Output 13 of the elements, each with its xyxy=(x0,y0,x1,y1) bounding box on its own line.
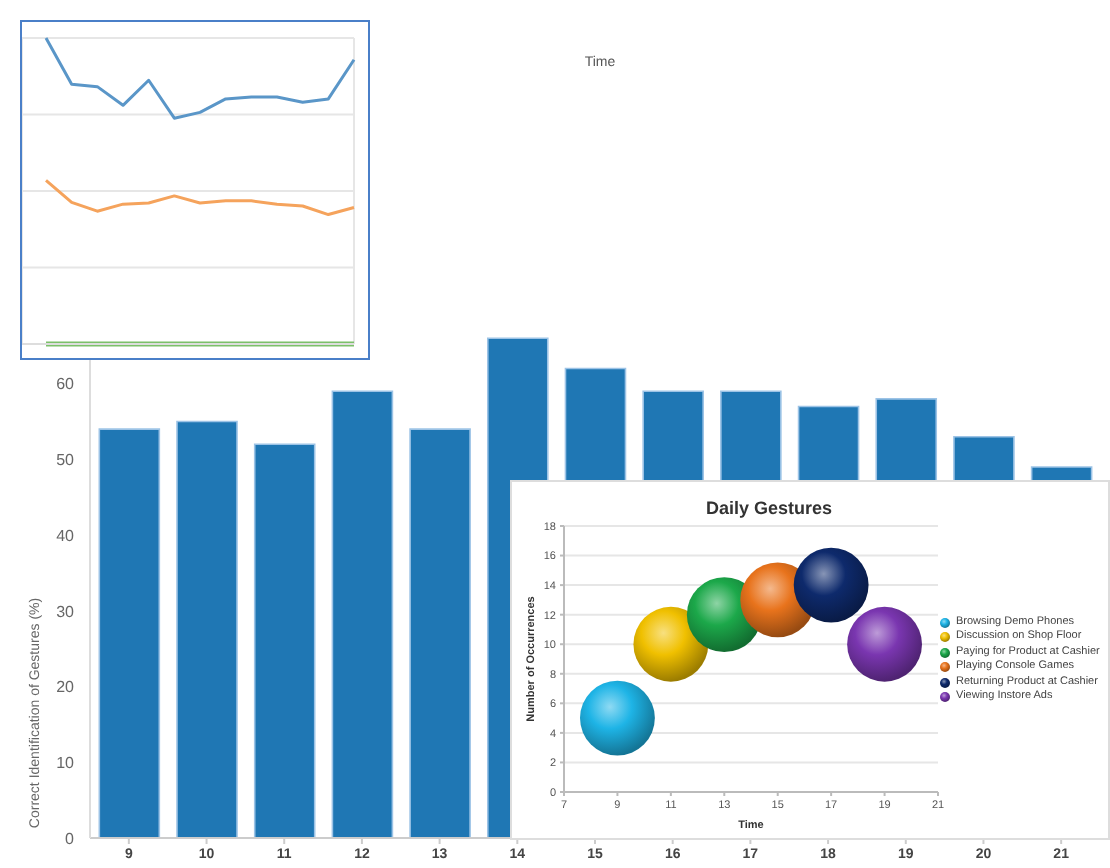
bar xyxy=(331,390,394,838)
bar xyxy=(176,420,238,838)
chart-title: Daily Gestures xyxy=(705,498,833,518)
y-tick-label: 0 xyxy=(65,829,76,848)
y-tick-label: 50 xyxy=(56,451,76,470)
y-tick-label: 10 xyxy=(56,753,76,772)
y-tick-label: 30 xyxy=(56,602,76,621)
y-tick-label: 40 xyxy=(56,526,76,545)
bar xyxy=(98,428,161,838)
bar xyxy=(253,443,316,838)
y-tick-label: 20 xyxy=(56,678,76,697)
bar xyxy=(409,428,471,838)
y-tick-label: 60 xyxy=(56,375,76,394)
